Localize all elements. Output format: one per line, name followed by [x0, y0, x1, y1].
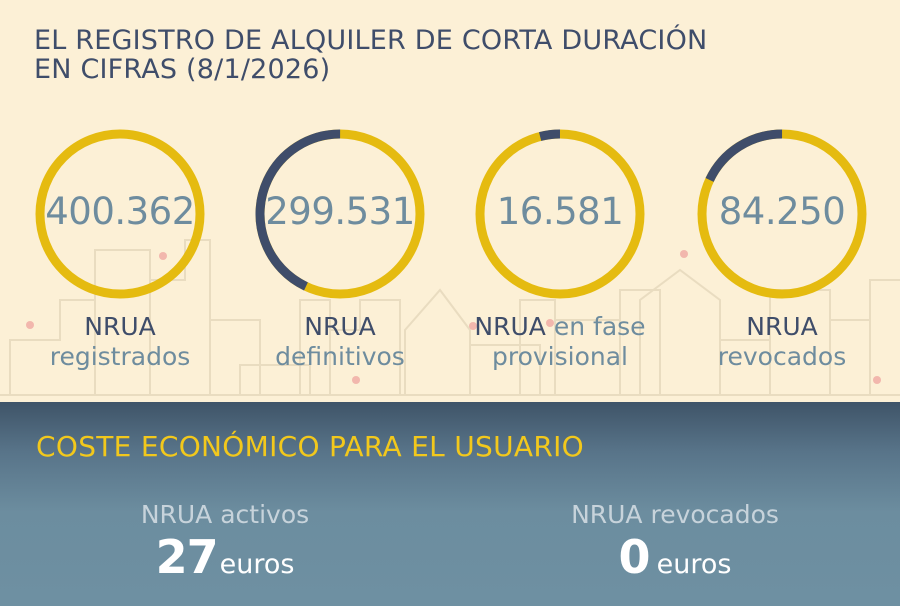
page-title-line-2: EN CIFRAS (8/1/2026): [34, 54, 331, 85]
figures-panel: EL REGISTRO DE ALQUILER DE CORTA DURACIÓ…: [0, 0, 900, 402]
cost-item-activos: NRUA activos 27euros: [45, 500, 405, 593]
cost-label: NRUA activos: [140, 500, 310, 529]
stat-label: NRUA revocados: [662, 312, 900, 372]
stat-label: NRUA en fase provisional: [440, 312, 680, 372]
stat-value: 299.531: [265, 190, 415, 233]
stat-ring: [475, 129, 645, 299]
cost-number: 27: [155, 530, 219, 584]
cost-item-revocados: NRUA revocados 0 euros: [495, 500, 855, 593]
city-skyline-background: [0, 239, 900, 396]
stat-label-strong: NRUA: [84, 312, 156, 341]
stat-label-strong: NRUA: [474, 312, 546, 341]
cost-label: NRUA revocados: [571, 500, 779, 529]
stat-label-rest: provisional: [491, 342, 628, 371]
cost-amount: 27euros: [45, 532, 405, 593]
stat-label-inline: en fase: [553, 312, 646, 341]
ring-track: [35, 129, 205, 299]
stat-label-rest: revocados: [717, 342, 847, 371]
stat-value: 84.250: [718, 190, 846, 233]
stat-value: 16.581: [496, 190, 624, 233]
stat-label: NRUA definitivos: [220, 312, 460, 372]
page-title: EL REGISTRO DE ALQUILER DE CORTA DURACIÓ…: [34, 26, 707, 84]
stat-label-rest: registrados: [49, 342, 191, 371]
cost-unit: euros: [656, 549, 732, 580]
stat-value: 400.362: [45, 190, 195, 233]
cost-amount: 0 euros: [495, 532, 855, 593]
stat-ring: [35, 129, 205, 299]
page-title-line-1: EL REGISTRO DE ALQUILER DE CORTA DURACIÓ…: [34, 25, 708, 56]
ring-track: [475, 129, 645, 299]
stat-label: NRUA registrados: [0, 312, 240, 372]
cost-title: COSTE ECONÓMICO PARA EL USUARIO: [36, 430, 585, 463]
stat-ring: [697, 129, 867, 299]
ring-segment: [255, 129, 425, 299]
stat-label-strong: NRUA: [304, 312, 376, 341]
stat-label-strong: NRUA: [746, 312, 818, 341]
stat-label-rest: definitivos: [275, 342, 405, 371]
cost-panel: COSTE ECONÓMICO PARA EL USUARIO NRUA act…: [0, 402, 900, 606]
cost-unit: euros: [219, 549, 295, 580]
stat-ring: [255, 129, 425, 299]
cost-number: 0: [618, 530, 651, 584]
